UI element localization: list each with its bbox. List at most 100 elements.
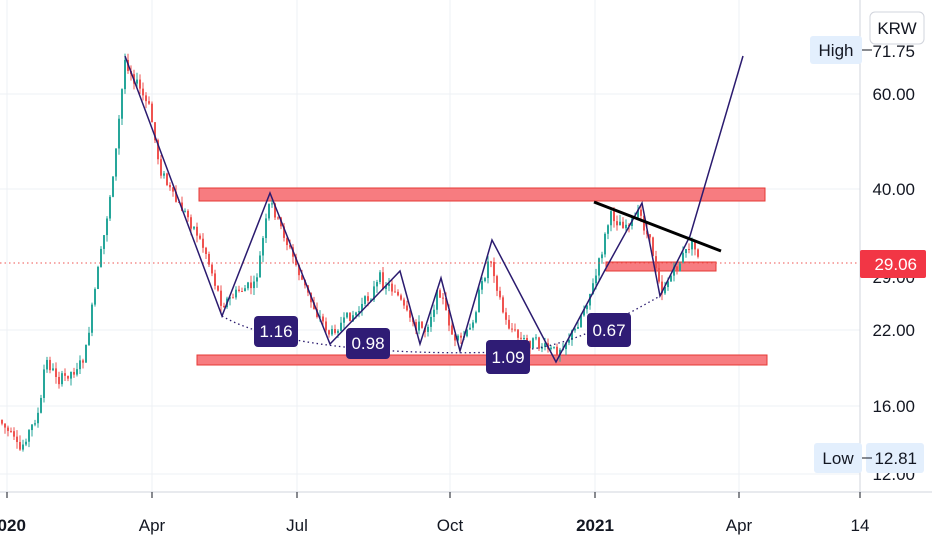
candle-body: [334, 328, 336, 333]
candle-body: [661, 281, 663, 294]
candle-body: [52, 368, 54, 371]
candle-body: [16, 436, 18, 443]
candle-body: [244, 288, 246, 292]
candle-body: [451, 325, 453, 335]
candle-body: [514, 329, 516, 331]
ratio-label-4[interactable]: 0.67: [587, 313, 631, 347]
candle-body: [397, 291, 399, 296]
candle-body: [427, 326, 429, 332]
candle-body: [457, 335, 459, 341]
candle-body: [40, 397, 42, 413]
candle-body: [223, 305, 225, 308]
candle-body: [688, 249, 690, 251]
candle-body: [301, 275, 303, 280]
x-tick-2020: 2020: [0, 516, 26, 535]
candle-body: [433, 309, 435, 317]
candle-body: [382, 272, 384, 289]
price-axis[interactable]: 12.00 16.00 22.00 29.00 40.00 60.00 71.7…: [810, 0, 926, 492]
candle-body: [337, 330, 339, 333]
candles: [1, 53, 699, 452]
candle-body: [190, 217, 192, 229]
candle-body: [199, 235, 201, 239]
time-axis[interactable]: 2020 Apr Jul Oct 2021 Apr 14: [0, 491, 932, 535]
ratio-label-1-text: 1.16: [259, 322, 292, 341]
candle-body: [298, 264, 300, 276]
candle-body: [274, 203, 276, 218]
candle-body: [388, 283, 390, 286]
candle-body: [250, 282, 252, 289]
candle-body: [484, 278, 486, 282]
candle-body: [277, 217, 279, 219]
candle-body: [694, 240, 696, 250]
candle-body: [502, 297, 504, 313]
candle-body: [184, 210, 186, 212]
candle-body: [445, 297, 447, 310]
candle-body: [577, 327, 579, 329]
currency-label: KRW: [877, 19, 916, 38]
zigzag-pattern-line[interactable]: [124, 55, 744, 364]
x-tick-apr-2021: Apr: [726, 516, 753, 535]
ratio-label-2[interactable]: 0.98: [346, 328, 390, 359]
candle-body: [34, 423, 36, 425]
candle-body: [13, 431, 15, 437]
resistance-zone[interactable]: [198, 187, 766, 202]
candle-body: [148, 101, 150, 104]
ratio-label-3[interactable]: 1.09: [486, 340, 530, 374]
candle-body: [376, 282, 378, 287]
y-tick-40: 40.00: [872, 180, 915, 199]
candle-body: [154, 122, 156, 141]
y-tick-60: 60.00: [872, 85, 915, 104]
candle-body: [682, 253, 684, 263]
breakout-zone[interactable]: [605, 261, 717, 272]
candle-body: [106, 218, 108, 236]
candle-body: [193, 226, 195, 229]
candle-body: [187, 210, 189, 218]
downtrend-line[interactable]: [593, 200, 722, 253]
candle-body: [31, 424, 33, 431]
candle-body: [505, 312, 507, 320]
support-zone[interactable]: [196, 354, 768, 366]
candle-body: [610, 211, 612, 226]
candle-body: [271, 203, 273, 205]
candle-body: [94, 289, 96, 305]
candle-body: [643, 215, 645, 231]
candle-body: [535, 337, 537, 339]
candle-body: [289, 245, 291, 248]
ratio-label-4-text: 0.67: [592, 321, 625, 340]
candle-body: [697, 249, 699, 257]
candle-body: [568, 339, 570, 343]
ratio-label-3-text: 1.09: [491, 348, 524, 367]
candle-body: [28, 430, 30, 442]
candle-body: [151, 103, 153, 123]
candle-body: [658, 268, 660, 282]
candle-body: [550, 347, 552, 349]
candle-body: [43, 369, 45, 398]
candle-body: [220, 290, 222, 306]
candle-body: [241, 291, 243, 293]
high-label: High: [819, 41, 854, 60]
grid: [0, 0, 860, 492]
candle-body: [436, 290, 438, 310]
candle-body: [232, 297, 234, 299]
candle-body: [400, 295, 402, 300]
candle-body: [103, 235, 105, 249]
candle-body: [58, 376, 60, 385]
low-marker: Low 12.81: [814, 443, 924, 473]
candle-body: [559, 349, 561, 355]
candle-body: [4, 423, 6, 428]
candle-body: [499, 290, 501, 298]
candle-body: [487, 261, 489, 279]
candle-body: [679, 262, 681, 272]
candle-body: [574, 328, 576, 331]
candle-body: [238, 289, 240, 292]
candle-body: [205, 247, 207, 254]
candle-body: [481, 281, 483, 290]
currency-badge[interactable]: KRW: [869, 11, 925, 45]
candle-body: [358, 311, 360, 313]
ratio-label-1[interactable]: 1.16: [254, 316, 298, 347]
candle-body: [586, 305, 588, 310]
candle-body: [517, 329, 519, 338]
candle-body: [508, 319, 510, 329]
candle-body: [472, 322, 474, 328]
